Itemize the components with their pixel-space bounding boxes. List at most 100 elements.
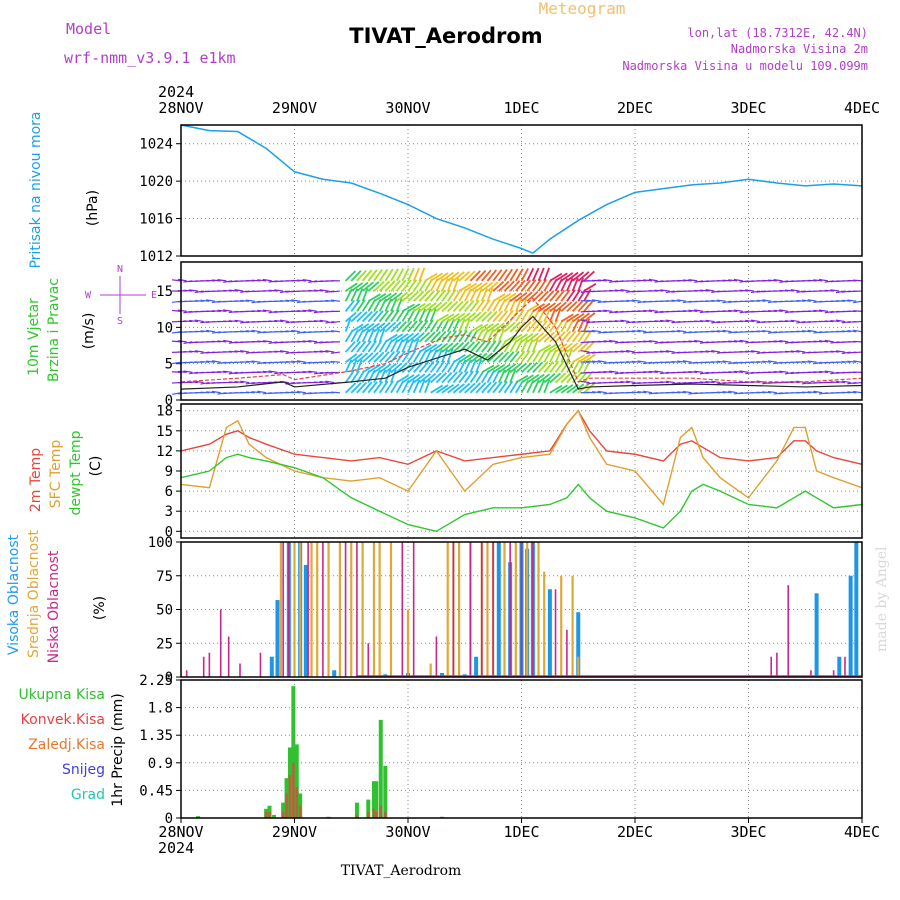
wind-arrow <box>418 331 431 343</box>
wind-arrow <box>367 351 379 363</box>
wind-arrow <box>625 299 636 302</box>
wind-arrow <box>418 319 429 333</box>
wind-arrow <box>586 391 596 394</box>
wind-arrow <box>200 360 210 363</box>
wind-arrow <box>486 287 494 302</box>
wind-arrow <box>515 268 524 282</box>
wind-arrow <box>379 321 391 333</box>
wind-arrow <box>183 289 193 292</box>
wind-arrow <box>313 289 323 292</box>
wind-arrow <box>430 301 443 313</box>
y-tick-label: 25 <box>156 636 173 652</box>
precip-bar-konvekkisa <box>384 811 387 818</box>
wind-arrow <box>665 319 675 323</box>
wind-arrow <box>549 272 563 282</box>
wind-arrow <box>665 350 675 353</box>
wind-arrow <box>475 311 487 323</box>
cloud-bar-niska <box>770 656 772 677</box>
wind-arrow <box>469 270 481 282</box>
wind-arrow <box>750 319 760 323</box>
wind-arrow <box>245 299 255 302</box>
wind-arrow <box>818 340 829 343</box>
cloud-bar-niska <box>288 542 290 677</box>
wind-arrow <box>469 282 483 292</box>
wind-arrow <box>572 312 585 323</box>
wind-arrow <box>779 280 789 283</box>
wind-arrows <box>171 267 863 395</box>
y-tick-label: 15 <box>156 424 173 440</box>
wind-arrow <box>549 290 560 302</box>
wind-arrow <box>464 311 477 323</box>
wind-arrow <box>830 381 840 384</box>
wind-arrow <box>830 289 840 292</box>
wind-arrow <box>790 319 800 323</box>
wind-arrow <box>566 277 574 292</box>
wind-arrow <box>379 363 392 374</box>
wind-arrow <box>509 333 523 343</box>
model-elevation-text: Nadmorska Visina u modelu 109.099m <box>622 59 868 73</box>
wind-arrow <box>637 360 647 363</box>
y-tick-label: 0.9 <box>148 756 173 772</box>
wind-arrow <box>418 343 432 353</box>
y-tick-label: 1020 <box>139 174 173 190</box>
wind-arrow <box>509 369 517 383</box>
wind-arrow <box>350 323 364 333</box>
wind-arrow <box>682 310 692 312</box>
panel-frame-4 <box>180 679 863 819</box>
wind-arrow <box>475 382 487 394</box>
x-tick-label-bottom: 29NOV <box>272 823 317 841</box>
wind-arrow <box>520 320 532 333</box>
wind-arrow <box>694 309 704 312</box>
wind-arrow <box>620 380 630 384</box>
precip-bar-ukupna kisa <box>272 814 277 818</box>
wind-arrow <box>728 309 738 312</box>
wind-arrow <box>762 329 772 333</box>
wind-arrow <box>390 339 399 353</box>
wind-arrow <box>251 360 261 363</box>
wind-arrow <box>430 372 442 384</box>
wind-arrow <box>384 350 396 363</box>
cloud-bar-srednja <box>543 571 546 677</box>
wind-arrow <box>412 278 423 292</box>
wind-arrow <box>401 291 414 302</box>
x-tick-label-top: 3DEC <box>730 99 766 117</box>
wind-arrow <box>526 279 537 292</box>
wind-arrow <box>441 383 455 394</box>
wind-arrow <box>257 309 267 312</box>
wind-arrow <box>509 292 522 302</box>
wind-arrow <box>503 363 517 374</box>
wind-arrow <box>325 349 335 353</box>
wind-arrow <box>532 320 543 333</box>
wind-arrow <box>234 381 244 384</box>
wind-arrow <box>591 360 602 363</box>
wind-arrow <box>446 277 455 292</box>
wind-arrow <box>262 278 272 282</box>
wind-arrow <box>711 299 721 302</box>
cloud-bar-niska <box>202 656 205 677</box>
wind-arrow <box>608 289 619 292</box>
wind-arrow <box>560 278 569 292</box>
cloud-bar-niska <box>219 609 222 677</box>
wind-arrow <box>211 310 221 312</box>
precip-bar-konvekkisa <box>355 814 359 818</box>
wind-arrow <box>671 330 681 333</box>
wind-arrow <box>637 329 647 333</box>
wind-arrow <box>801 330 811 333</box>
wind-arrow <box>319 319 329 323</box>
wind-arrow <box>313 381 323 384</box>
legend-grad: Grad <box>71 787 105 803</box>
wind-arrow <box>694 339 704 343</box>
wind-arrow <box>560 372 572 384</box>
legend-zaledj: Zaledj.Kisa <box>28 737 105 753</box>
wind-arrow <box>614 350 624 353</box>
wind-arrow <box>824 370 834 373</box>
wind-arrow <box>492 269 503 282</box>
wind-arrow <box>515 362 527 374</box>
precip-bar-konvekkisa <box>264 811 268 818</box>
wind-arrow <box>750 350 760 353</box>
footer-station: TIVAT_Aerodrom <box>341 863 462 879</box>
wind-arrow <box>779 370 789 373</box>
wind-arrow <box>407 303 421 313</box>
wind-arrow <box>637 390 647 394</box>
wind-arrow <box>350 270 362 282</box>
